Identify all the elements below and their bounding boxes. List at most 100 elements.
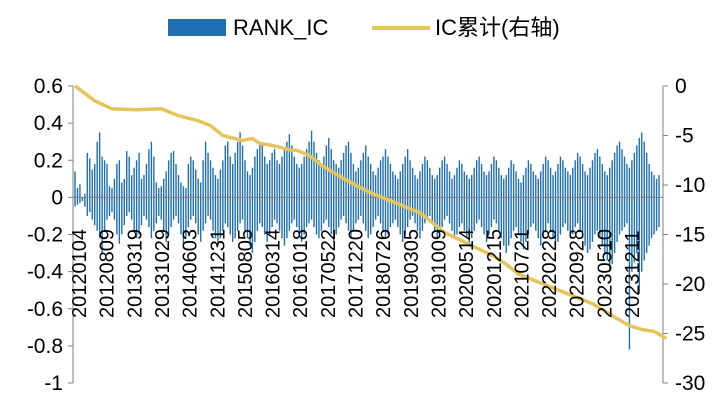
bar	[495, 160, 498, 198]
bar	[303, 197, 305, 235]
bar	[111, 188, 113, 198]
bar	[232, 197, 234, 242]
bar	[128, 197, 130, 213]
x-tick-label: 20141231	[207, 229, 229, 318]
bar	[451, 197, 453, 231]
bar	[347, 197, 350, 231]
bar	[153, 156, 155, 198]
bar	[397, 178, 399, 198]
bar	[128, 156, 130, 198]
bar	[406, 197, 409, 228]
bar	[165, 171, 167, 198]
bar	[443, 156, 446, 198]
bar	[618, 141, 621, 198]
bar	[419, 197, 421, 239]
bar	[236, 141, 239, 198]
bar	[527, 160, 530, 198]
bar	[365, 197, 367, 231]
bar	[559, 156, 562, 198]
bar	[190, 197, 192, 220]
x-tick-label: 20120809	[97, 229, 119, 318]
bar	[310, 197, 313, 220]
x-tick-label: 20191009	[428, 229, 450, 318]
bar	[572, 167, 574, 198]
bar	[382, 197, 384, 231]
bar	[130, 175, 133, 198]
bar	[256, 197, 259, 231]
right-tick-label: -15	[675, 224, 705, 247]
bar	[121, 182, 123, 198]
left-tick-label: -0.4	[27, 261, 64, 284]
bar	[108, 186, 111, 198]
bar	[217, 197, 219, 246]
bar	[638, 137, 640, 198]
bar	[416, 197, 419, 231]
bar	[239, 197, 241, 224]
bar	[436, 197, 438, 239]
bar	[384, 197, 387, 239]
bar	[515, 197, 517, 228]
bar	[448, 197, 451, 224]
x-tick-label: 20180726	[373, 229, 395, 318]
bar	[503, 178, 505, 198]
bar	[475, 197, 478, 224]
bar	[74, 197, 76, 207]
bar	[643, 141, 645, 198]
bar	[438, 167, 441, 198]
left-tick-label: -1	[44, 372, 63, 395]
bar	[535, 175, 537, 198]
bar	[402, 163, 404, 198]
bar	[441, 197, 443, 228]
left-tick-label: 0.4	[34, 112, 64, 135]
x-tick-label: 20130319	[124, 229, 146, 318]
bar	[431, 197, 433, 224]
bar	[507, 197, 510, 246]
bar	[170, 152, 172, 198]
bar	[498, 167, 500, 198]
bar	[522, 197, 525, 250]
bar	[143, 175, 145, 198]
bar	[177, 175, 180, 198]
bar	[453, 175, 456, 198]
bar	[650, 171, 653, 198]
bar	[641, 197, 643, 272]
bar	[643, 197, 645, 261]
bar	[493, 197, 495, 220]
bar	[121, 197, 123, 235]
bar	[320, 163, 323, 198]
bar	[478, 197, 480, 220]
bar	[653, 175, 655, 198]
bar	[616, 145, 618, 198]
bar	[562, 197, 564, 228]
bar	[596, 149, 599, 198]
bar	[443, 197, 446, 220]
bar	[352, 163, 355, 198]
bar	[576, 197, 579, 224]
bar	[367, 156, 369, 198]
bar	[185, 197, 187, 239]
bar	[589, 197, 591, 250]
bar	[367, 197, 369, 239]
bar	[305, 149, 308, 198]
x-tick-label: 20170522	[318, 229, 340, 318]
bar	[98, 132, 101, 198]
bar	[552, 175, 554, 198]
bar	[315, 197, 318, 235]
bar	[606, 197, 608, 261]
bar	[648, 163, 650, 198]
bar	[372, 197, 374, 228]
bar	[229, 197, 231, 235]
bar	[574, 197, 576, 228]
bar	[448, 171, 451, 198]
bar	[495, 197, 498, 224]
bar	[419, 171, 421, 198]
bar	[451, 178, 453, 198]
bar	[537, 178, 539, 198]
left-tick-label: 0.2	[34, 149, 63, 172]
bar	[648, 197, 650, 246]
bar	[350, 197, 352, 239]
bar	[650, 197, 653, 239]
bar	[584, 171, 586, 198]
bar	[106, 163, 108, 198]
bar	[342, 152, 345, 198]
